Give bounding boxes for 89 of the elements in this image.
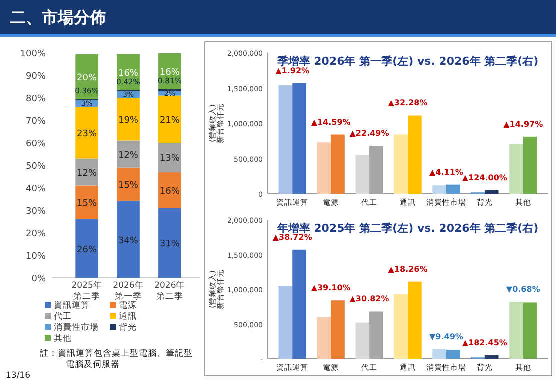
legend-label: 消費性市場 [54, 322, 99, 333]
data-label: 16% [118, 68, 139, 79]
legend-label: 電源 [119, 300, 137, 311]
chart-title: 二、市場分佈 [10, 8, 106, 27]
y-tick-label: 0% [32, 274, 46, 284]
bar [317, 142, 332, 194]
data-label: 15% [118, 181, 139, 192]
annotation: ▲18.26% [388, 264, 428, 274]
data-label: 15% [77, 199, 98, 210]
annotation: ▲30.82% [350, 294, 390, 304]
chart-title: 年增率 2025年 第二季(左) vs. 2026年 第二季(右) [276, 222, 539, 235]
bar [331, 300, 345, 359]
x-tick-label: 2026年第一季 [112, 281, 144, 302]
bar [356, 322, 370, 359]
bar [76, 186, 98, 220]
data-label: 34% [118, 236, 139, 246]
y-tick-label: 30% [26, 207, 46, 217]
bar [292, 83, 306, 194]
bar [76, 220, 98, 278]
annotation: ▲14.97% [504, 120, 544, 129]
annotation: ▼9.49% [430, 332, 464, 342]
y-tick-label: 40% [26, 184, 46, 194]
bar [408, 282, 422, 359]
annotation: ▲1.92% [276, 66, 310, 76]
text: 13/16 [6, 371, 30, 381]
annotation: ▼0.68% [506, 285, 540, 294]
y-tick-label: 90% [26, 72, 46, 82]
data-label: 20% [77, 73, 98, 84]
bar [510, 302, 524, 359]
y-tick-label: 50% [26, 162, 46, 172]
y-tick-label: 100% [20, 50, 46, 60]
bar [158, 143, 182, 172]
data-label: 19% [118, 116, 139, 126]
data-label: 12% [77, 168, 98, 179]
bar [117, 202, 140, 278]
bar [76, 107, 98, 159]
bar [158, 172, 182, 208]
bar [523, 302, 538, 359]
bar [278, 286, 293, 359]
legend-label: 通訊 [119, 311, 137, 322]
bar [523, 136, 538, 194]
bar [510, 144, 524, 194]
annotation: ▲22.49% [350, 129, 390, 138]
legend-label: 其他 [54, 333, 72, 344]
bar [317, 317, 332, 359]
annotation: ▲38.72% [272, 232, 312, 242]
annotation: ▲124.00% [462, 173, 508, 182]
annotation: ▲182.45% [462, 338, 508, 348]
bar [394, 294, 408, 359]
data-label: 12% [118, 150, 139, 161]
data-label: 31% [160, 240, 180, 250]
bar [484, 356, 499, 359]
legend-label: 資訊運算 [54, 300, 90, 311]
annotation: ▲32.28% [388, 98, 428, 108]
bar [117, 168, 140, 202]
bar [484, 190, 499, 194]
bar [356, 155, 370, 194]
bar [117, 98, 140, 141]
legend-label: 代工 [53, 311, 72, 322]
x-tick-label: 2026年第二季 [154, 281, 186, 303]
bar [158, 96, 182, 143]
bar [432, 349, 446, 359]
x-tick-label: 2025年第二季 [72, 281, 104, 302]
data-label: 13% [160, 154, 180, 164]
bar [76, 158, 98, 186]
y-tick-label: 70% [26, 117, 46, 127]
bar [331, 134, 345, 194]
chart-title: 季增率 2026年 第一季(左) vs. 2026年 第二季(右) [276, 55, 539, 68]
annotation: ▲4.11% [430, 168, 464, 177]
bar [408, 116, 422, 194]
bar [158, 208, 182, 278]
data-label: 16% [160, 68, 180, 78]
data-label: 16% [160, 186, 180, 197]
annotation: ▲39.10% [311, 284, 351, 293]
bar [117, 140, 140, 168]
legend-label: 背光 [119, 322, 137, 333]
text: 註：資訊運算包含桌上型電腦、筆記型電腦及伺服器 [40, 349, 194, 371]
data-label: 23% [77, 129, 98, 140]
bar [292, 250, 306, 359]
y-tick-label: 80% [26, 94, 46, 104]
data-label: 21% [160, 116, 180, 126]
bar [432, 186, 446, 194]
bar [394, 134, 408, 194]
annotation: ▲14.59% [311, 118, 351, 127]
data-label: 26% [77, 245, 98, 256]
y-tick-label: 20% [26, 230, 46, 240]
bar [278, 85, 293, 194]
y-tick-label: 10% [26, 252, 46, 262]
y-tick-label: 60% [26, 140, 46, 150]
